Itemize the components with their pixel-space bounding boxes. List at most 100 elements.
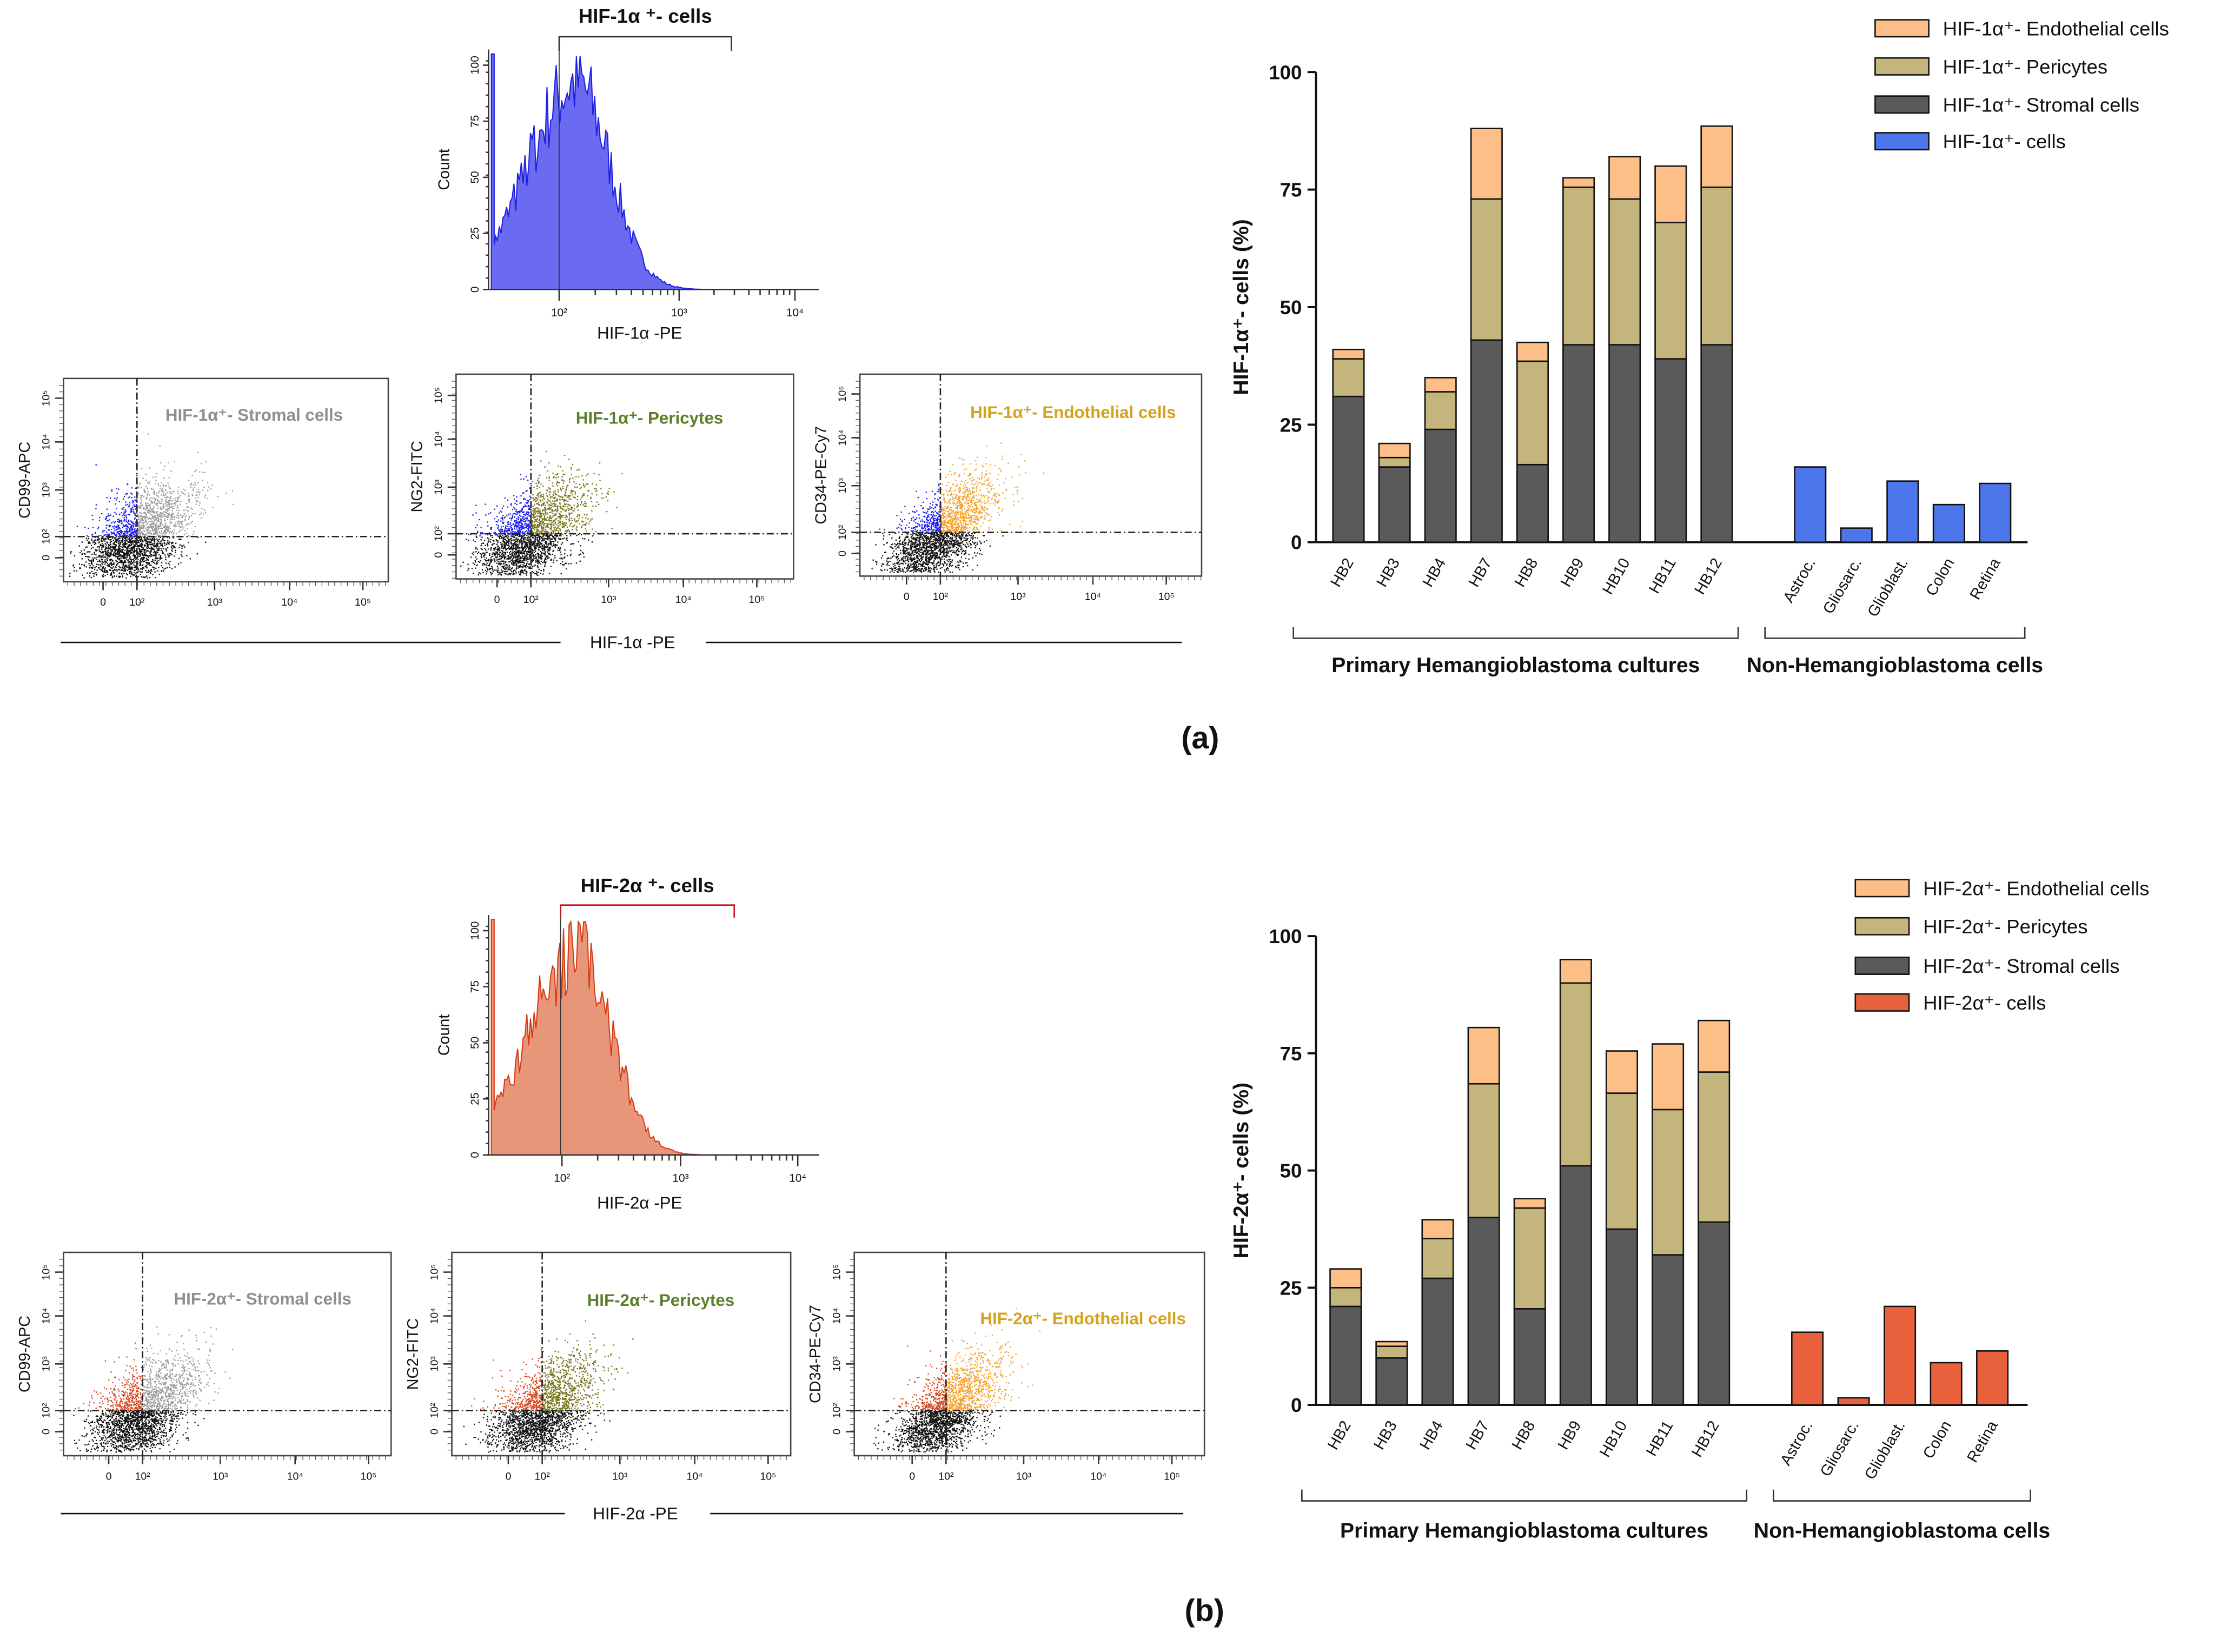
event-dot <box>124 544 125 545</box>
event-dot <box>70 551 71 552</box>
event-dot <box>167 496 168 497</box>
event-dot <box>150 556 151 557</box>
event-dot <box>581 475 582 476</box>
event-dot <box>552 482 553 483</box>
event-dot <box>104 559 105 560</box>
event-dot <box>154 534 155 535</box>
event-dot <box>581 501 582 502</box>
event-dot <box>122 549 123 550</box>
event-dot <box>117 555 118 556</box>
event-dot <box>586 522 587 523</box>
event-dot <box>147 529 148 530</box>
event-dot <box>123 573 124 574</box>
event-dot <box>189 499 190 500</box>
event-dot <box>548 527 549 528</box>
event-dot <box>207 498 208 499</box>
event-dot <box>127 554 128 555</box>
event-dot <box>112 521 114 522</box>
event-dot <box>117 519 118 520</box>
event-dot <box>110 563 111 565</box>
event-dot <box>171 506 173 507</box>
event-dot <box>177 505 178 506</box>
event-dot <box>149 467 150 468</box>
event-dot <box>560 511 561 512</box>
event-dot <box>163 469 164 470</box>
event-dot <box>125 538 126 539</box>
event-dot <box>524 525 525 526</box>
event-dot <box>160 545 161 546</box>
event-dot <box>129 561 130 562</box>
event-dot <box>105 554 106 555</box>
event-dot <box>132 522 133 523</box>
event-dot <box>165 530 166 531</box>
event-dot <box>156 493 157 494</box>
event-dot <box>141 495 142 496</box>
event-dot <box>155 536 156 537</box>
event-dot <box>161 482 162 483</box>
event-dot <box>96 464 97 465</box>
event-dot <box>150 512 151 513</box>
event-dot <box>552 473 553 474</box>
event-dot <box>523 492 524 493</box>
event-dot <box>157 526 158 527</box>
event-dot <box>142 567 143 568</box>
event-dot <box>160 555 161 556</box>
event-dot <box>147 555 148 556</box>
event-dot <box>81 550 82 552</box>
event-dot <box>156 511 157 512</box>
event-dot <box>94 573 95 574</box>
event-dot <box>534 499 535 500</box>
y-tick-label: 10⁵ <box>40 390 52 406</box>
event-dot <box>134 534 135 535</box>
event-dot <box>607 500 608 501</box>
event-dot <box>186 503 187 504</box>
event-dot <box>107 574 108 575</box>
event-dot <box>89 551 90 552</box>
event-dot <box>87 552 88 553</box>
event-dot <box>70 553 71 554</box>
event-dot <box>164 512 165 513</box>
event-dot <box>559 482 560 483</box>
event-dot <box>170 498 171 499</box>
event-dot <box>182 515 183 516</box>
event-dot <box>169 497 170 498</box>
event-dot <box>569 508 571 509</box>
event-dot <box>551 510 552 511</box>
y-tick-label: 100 <box>469 56 481 75</box>
event-dot <box>169 521 170 522</box>
event-dot <box>89 560 90 561</box>
event-dot <box>160 542 161 543</box>
event-dot <box>501 512 502 513</box>
event-dot <box>184 513 185 514</box>
event-dot <box>145 576 146 578</box>
event-dot <box>121 532 122 533</box>
event-dot <box>154 540 155 541</box>
event-dot <box>115 556 116 557</box>
event-dot <box>107 520 108 521</box>
event-dot <box>564 474 565 475</box>
event-dot <box>535 498 536 499</box>
event-dot <box>91 563 92 565</box>
event-dot <box>128 523 129 524</box>
event-dot <box>544 517 545 518</box>
event-dot <box>132 575 134 576</box>
event-dot <box>497 521 498 522</box>
event-dot <box>103 536 104 538</box>
event-dot <box>199 471 200 472</box>
event-dot <box>143 547 144 548</box>
event-dot <box>107 537 108 538</box>
event-dot <box>127 528 128 529</box>
event-dot <box>150 521 151 522</box>
y-tick-label: 0 <box>40 555 52 561</box>
event-dot <box>195 513 196 514</box>
event-dot <box>124 558 125 559</box>
event-dot <box>99 520 100 521</box>
event-dot <box>132 535 133 536</box>
event-dot <box>147 538 148 539</box>
event-dot <box>99 550 100 552</box>
event-dot <box>171 510 173 511</box>
event-dot <box>184 494 185 495</box>
event-dot <box>178 563 179 565</box>
event-dot <box>124 496 125 497</box>
event-dot <box>82 558 83 559</box>
